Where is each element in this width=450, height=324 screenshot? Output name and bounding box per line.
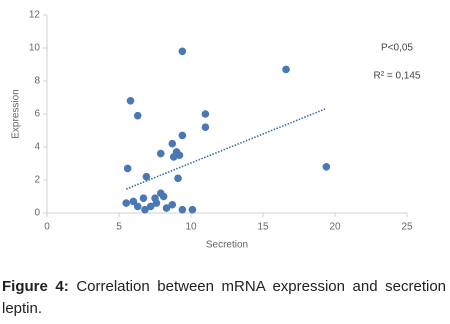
point	[133, 202, 142, 211]
point	[178, 205, 187, 214]
y-tick-label: 2	[34, 175, 40, 186]
point	[123, 164, 132, 173]
point	[178, 131, 187, 140]
chart: Secretion Expression 0 2 4 6 8 10 12 0 5 10 15 20 25…	[11, 10, 421, 251]
point	[162, 204, 171, 212]
point	[126, 97, 135, 105]
point	[322, 163, 331, 171]
annotation: P<0,05	[381, 43, 413, 54]
x-tick-label: 15	[257, 222, 269, 233]
point	[178, 47, 187, 56]
point	[174, 174, 182, 183]
x-tick-label: 10	[185, 222, 197, 233]
point	[168, 200, 177, 209]
x-axis-label: Secretion	[206, 240, 248, 251]
caption-text: Correlation between mRNA expression and …	[2, 278, 447, 317]
point	[188, 205, 197, 214]
point	[201, 110, 210, 118]
y-axis-label: Expression	[11, 89, 22, 138]
point	[129, 197, 138, 206]
y-tick-label: 8	[34, 76, 40, 87]
y-tick-label: 6	[34, 109, 40, 120]
y-tick-label: 0	[34, 208, 40, 219]
annotation: R² = 0,145	[374, 71, 421, 82]
point	[159, 192, 168, 201]
point	[139, 194, 148, 202]
point	[122, 199, 130, 207]
y-tick-label: 12	[29, 10, 41, 21]
point	[175, 151, 184, 160]
caption-label: Figure 4:	[2, 278, 69, 295]
point	[168, 139, 177, 148]
x-tick-label: 25	[401, 222, 413, 233]
y-tick-label: 4	[34, 142, 40, 153]
point	[156, 149, 165, 158]
trendline	[125, 108, 326, 190]
point	[201, 123, 210, 131]
point	[282, 65, 290, 74]
point	[142, 172, 151, 181]
x-tick-label: 20	[329, 222, 341, 233]
caption: Figure 4: Correlation between mRNA expre…	[2, 276, 446, 320]
point	[133, 111, 142, 120]
point	[146, 202, 155, 211]
x-tick-label: 5	[116, 222, 122, 233]
point	[141, 205, 149, 214]
y-tick-label: 10	[29, 43, 41, 54]
point	[152, 199, 161, 207]
x-tick-label: 0	[44, 222, 50, 233]
